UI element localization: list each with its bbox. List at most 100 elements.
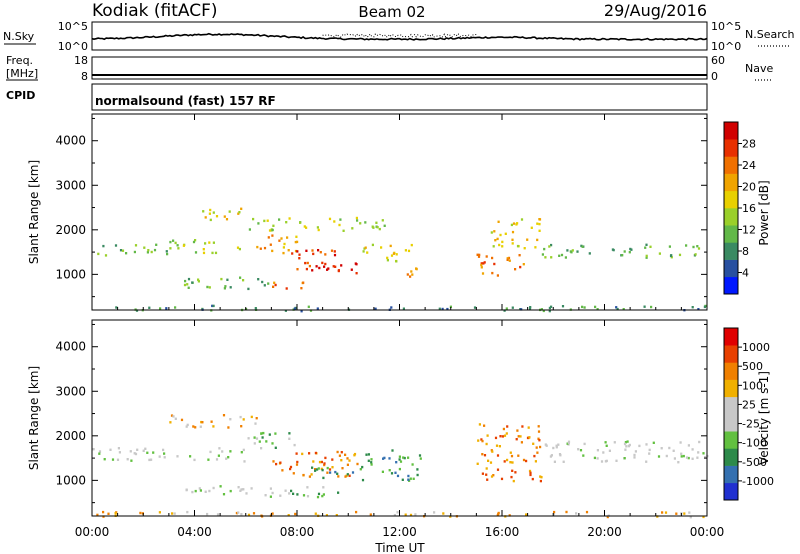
data-cell [346,473,349,476]
data-cell [107,512,110,515]
data-cell [528,436,531,439]
data-cell [623,442,627,446]
data-cell [197,280,200,283]
data-cell [409,513,413,517]
power-colorbar-label: Power [dB] [757,180,771,245]
data-cell [514,268,517,271]
data-cell [139,511,142,515]
data-cell [98,450,102,453]
data-cell [687,456,690,460]
data-cell [289,465,293,469]
data-cell [364,246,367,249]
data-cell [600,460,604,463]
data-cell [255,417,258,420]
data-cell [704,456,707,459]
colorbar-tick-label: -500 [742,456,767,469]
data-cell [394,471,397,474]
data-cell [673,457,676,460]
data-cell [361,465,364,469]
colorbar-segment [724,345,738,363]
data-cell [396,511,399,514]
data-cell [623,457,626,460]
data-cell [525,459,528,463]
data-cell [309,309,313,312]
data-cell [367,459,370,462]
data-cell [242,279,245,282]
data-cell [511,469,514,472]
data-cell [98,452,101,455]
data-cell [186,423,189,427]
data-cell [247,437,250,440]
data-cell [494,436,498,440]
data-cell [240,488,243,491]
data-cell [585,510,589,514]
data-cell [538,229,541,232]
data-cell [514,471,517,474]
data-cell [503,460,506,463]
data-cell [559,454,562,457]
data-cell [242,418,245,421]
cpid-panel-frame [91,83,708,111]
data-cell [193,458,196,462]
colorbar-tick-label: 20 [742,181,756,194]
data-cell [286,236,289,239]
data-cell [337,475,340,478]
data-cell [658,252,661,255]
data-cell [398,455,401,458]
data-cell [222,493,226,496]
x-tick-label: 12:00 [382,525,417,539]
data-cell [491,271,494,275]
data-cell [374,307,377,310]
data-cell [274,446,277,449]
data-cell [220,277,223,281]
data-cell [269,243,272,246]
data-cell [527,426,530,429]
colorbar-segment [724,414,738,432]
data-cell [274,432,277,435]
data-cell [516,244,520,248]
data-cell [583,306,586,309]
data-cell [212,425,215,428]
data-cell [176,455,179,458]
data-cell [389,244,392,248]
data-cell [526,238,529,241]
data-cell [645,254,648,258]
data-cell [602,451,605,454]
data-cell [588,252,591,255]
data-cell [219,485,222,488]
data-cell [288,217,291,220]
data-cell [517,454,520,457]
data-cell [222,414,226,417]
data-cell [238,211,241,214]
nave-tick-bottom: 0 [711,70,718,83]
data-cell [596,308,599,311]
data-cell [499,435,502,438]
data-cell [520,441,523,444]
data-cell [542,309,545,313]
data-cell [263,284,266,287]
data-cell [296,250,299,253]
colorbar-segment [724,208,738,226]
data-cell [399,460,403,463]
data-cell [321,261,324,265]
data-cell [539,445,542,449]
data-cell [125,252,128,255]
data-cell [393,514,396,517]
data-cell [206,512,209,516]
data-cell [311,269,314,272]
data-cell [218,447,221,450]
data-cell [643,305,646,308]
x-tick-label: 08:00 [280,525,315,539]
data-cell [395,253,398,256]
data-cell [623,250,626,253]
data-cell [402,307,405,310]
data-cell [265,440,268,443]
x-tick-label: 00:00 [690,525,725,539]
data-cell [652,441,655,444]
data-cell [550,243,553,247]
data-cell [493,230,496,233]
colorbar-segment [724,448,738,466]
data-cell [288,432,291,435]
data-cell [575,512,578,515]
data-cell [215,458,219,461]
